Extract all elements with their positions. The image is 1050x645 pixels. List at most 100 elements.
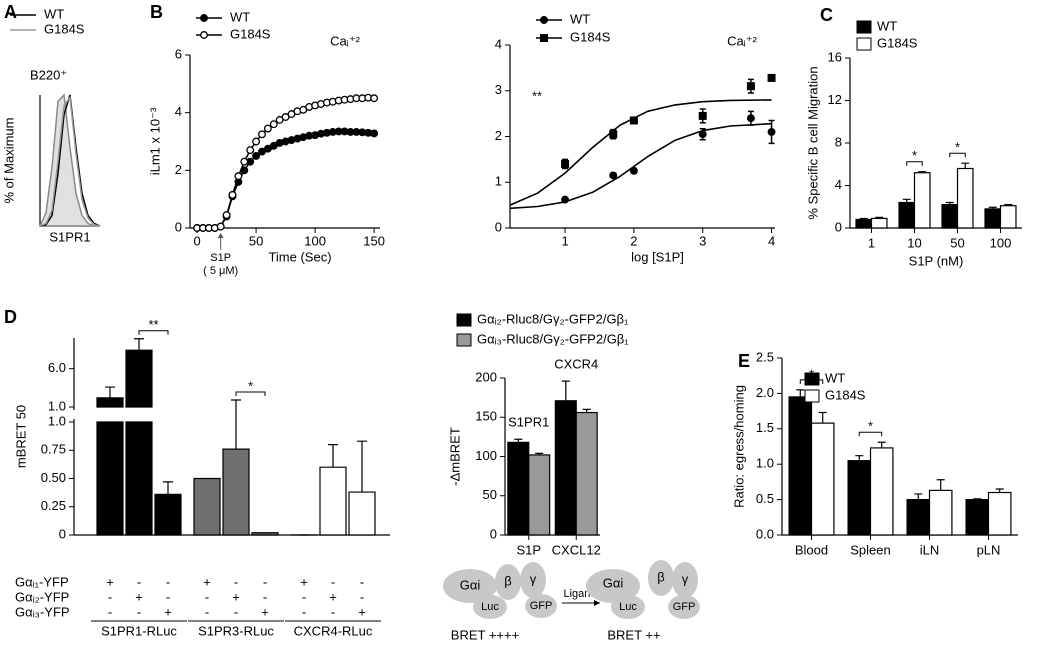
legend-marker [540, 16, 548, 24]
bar [507, 441, 530, 536]
y-tick-label: 1.5 [756, 420, 774, 435]
y-tick-label: 1.0 [48, 413, 66, 428]
panel-label: A [4, 2, 17, 22]
node-label: β [657, 569, 664, 584]
error-bar [163, 481, 173, 495]
data-point [252, 151, 261, 160]
significance-label: ** [148, 317, 158, 332]
error-bar [328, 444, 338, 468]
series-line [38, 93, 100, 227]
error-bar [995, 488, 1004, 493]
error-bar [973, 498, 982, 500]
x-tick-label: Spleen [850, 542, 890, 557]
table-cell: - [205, 604, 209, 619]
group-label: S1PR3-RLuc [198, 623, 274, 638]
legend-swatch [456, 313, 472, 327]
error-bar [914, 493, 923, 500]
y-tick-label: 16 [828, 49, 842, 64]
table-cell: - [108, 604, 112, 619]
legend-swatch [804, 372, 820, 386]
stimulus-label: ( 5 μM) [203, 265, 238, 277]
error-bar [582, 408, 591, 413]
node-shape [520, 562, 546, 598]
error-bar [988, 206, 997, 209]
table-cell: - [137, 574, 141, 589]
significance-bracket [949, 152, 966, 158]
bar [348, 491, 376, 536]
x-tick-label: 50 [950, 235, 964, 250]
chart-title: B220⁺ [30, 67, 67, 82]
table-cell: + [300, 574, 308, 589]
y-tick-label: 50 [483, 487, 497, 502]
bar [528, 454, 551, 536]
x-tick-label: 10 [907, 235, 921, 250]
y-tick-label: 1 [495, 174, 502, 189]
group-label: S1PR1-RLuc [101, 623, 177, 638]
table-cell: - [331, 574, 335, 589]
bar [906, 499, 931, 536]
table-cell: - [302, 604, 306, 619]
y-tick-label: 8 [835, 134, 842, 149]
error-bar [902, 198, 911, 203]
table-cell: - [166, 589, 170, 604]
y-tick-label: 0 [175, 219, 182, 234]
state-label: BRET ++++ [451, 627, 519, 642]
panel-label: E [738, 351, 750, 371]
node-shape [648, 560, 674, 596]
bar [913, 172, 931, 229]
y-tick-label: 6.0 [48, 360, 66, 375]
table-cell: + [358, 604, 366, 619]
y-tick-label: 2.0 [756, 385, 774, 400]
table-cell: + [135, 589, 143, 604]
data-point [258, 130, 266, 139]
y-axis-label: Ratio: egress/homing [731, 385, 746, 508]
table-cell: + [329, 589, 337, 604]
error-bar [875, 216, 884, 219]
node-shape [672, 562, 698, 598]
legend-marker [540, 34, 548, 42]
legend-label: WT [570, 11, 590, 26]
x-tick-label: 100 [304, 233, 326, 248]
data-point [561, 195, 570, 204]
annotation: Caᵢ⁺² [330, 33, 361, 48]
legend-swatch [804, 389, 820, 403]
bar [987, 491, 1012, 536]
row-label: Gαᵢ₃-YFP [15, 604, 70, 619]
bar [788, 396, 813, 536]
table-cell: - [234, 574, 238, 589]
legend-label: G184S [877, 35, 918, 50]
table-cell: - [108, 589, 112, 604]
node-label: GFP [673, 601, 696, 613]
y-tick-label: 0 [490, 526, 497, 541]
table-cell: + [106, 574, 114, 589]
x-tick-label: 100 [990, 235, 1012, 250]
y-tick-label: 0.50 [41, 470, 66, 485]
x-tick-label: 150 [363, 233, 385, 248]
y-axis-label: -ΔmBRET [447, 427, 462, 486]
data-point [767, 73, 776, 82]
significance-label: * [912, 148, 917, 163]
error-bar [855, 455, 864, 461]
significance-bracket [906, 161, 923, 166]
legend-label: WT [825, 370, 845, 385]
legend-marker [200, 14, 208, 22]
y-tick-label: 0 [59, 526, 66, 541]
bar [222, 448, 250, 536]
bar [898, 201, 916, 229]
table-cell: - [302, 589, 306, 604]
node-label: Gαi [603, 575, 624, 590]
y-tick-label: 100 [475, 448, 497, 463]
legend-label: WT [230, 9, 250, 24]
bar [319, 466, 347, 536]
table-cell: + [261, 604, 269, 619]
state-label: BRET ++ [607, 627, 660, 642]
error-bar [514, 438, 523, 443]
legend-label: G184S [44, 21, 85, 36]
bar [941, 204, 959, 229]
node-label: β [504, 573, 511, 588]
error-bar [818, 411, 827, 424]
error-bar [561, 380, 570, 401]
y-tick-label: 12 [828, 92, 842, 107]
